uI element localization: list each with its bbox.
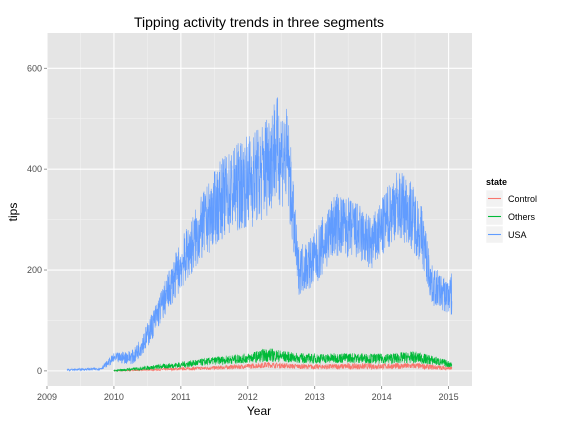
series-layer bbox=[66, 97, 453, 373]
chart-title: Tipping activity trends in three segment… bbox=[134, 14, 384, 30]
axis-ticks: 2009 2010 2011 2012 2013 2014 2015 0 200 400 600 bbox=[27, 63, 459, 402]
legend-item-others: Others bbox=[485, 207, 536, 226]
legend-label: Others bbox=[508, 212, 536, 222]
x-tick-label: 2011 bbox=[171, 392, 190, 402]
y-tick-label: 200 bbox=[27, 265, 42, 275]
x-tick-label: 2012 bbox=[238, 392, 258, 402]
y-axis-title: tips bbox=[6, 203, 20, 222]
x-tick-label: 2014 bbox=[372, 392, 392, 402]
x-tick-label: 2010 bbox=[104, 392, 124, 402]
y-tick-label: 400 bbox=[27, 164, 42, 174]
x-axis-title: Year bbox=[247, 404, 271, 418]
legend: state Control Others USA bbox=[485, 177, 537, 244]
legend-title: state bbox=[486, 177, 507, 187]
legend-item-control: Control bbox=[485, 189, 537, 208]
series-line-control bbox=[113, 362, 453, 372]
y-tick-label: 600 bbox=[27, 63, 42, 73]
legend-label: Control bbox=[508, 194, 537, 204]
legend-label: USA bbox=[508, 230, 527, 240]
y-tick-label: 0 bbox=[37, 366, 42, 376]
series-line-others bbox=[113, 348, 453, 373]
x-tick-label: 2009 bbox=[37, 392, 57, 402]
legend-item-usa: USA bbox=[485, 225, 527, 244]
series-line-usa bbox=[66, 97, 453, 372]
x-tick-label: 2013 bbox=[305, 392, 325, 402]
x-tick-label: 2015 bbox=[439, 392, 459, 402]
